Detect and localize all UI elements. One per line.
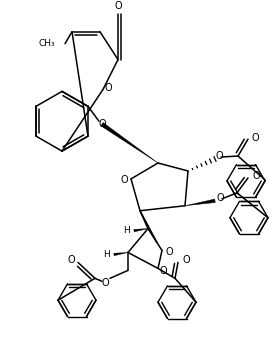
Text: O: O [120,175,128,185]
Text: O: O [165,247,173,257]
Text: O: O [251,133,259,143]
Text: O: O [216,193,224,203]
Text: O: O [159,266,167,276]
Text: O: O [182,255,190,266]
Text: H: H [123,226,130,235]
Text: O: O [104,84,112,93]
Text: CH₃: CH₃ [38,39,55,48]
Text: O: O [98,119,106,129]
Text: O: O [67,255,75,266]
Polygon shape [134,228,148,232]
Text: O: O [101,278,109,288]
Text: O: O [252,171,260,181]
Text: O: O [114,1,122,11]
Text: O: O [215,151,223,161]
Polygon shape [185,199,215,206]
Polygon shape [101,123,158,163]
Text: H: H [103,250,110,259]
Polygon shape [114,252,128,256]
